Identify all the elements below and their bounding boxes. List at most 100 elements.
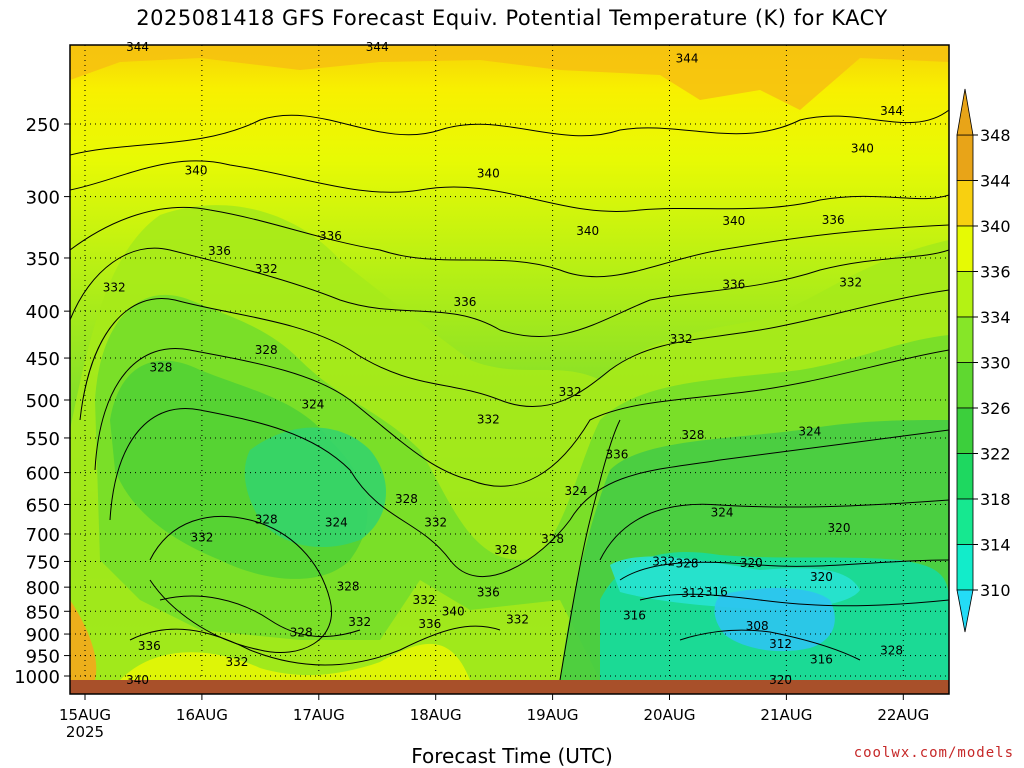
y-tick-label: 250 xyxy=(26,115,60,136)
contour-label: 340 xyxy=(722,214,745,228)
contour-label: 328 xyxy=(880,644,903,658)
colorbar-label: 334 xyxy=(980,308,1011,327)
colorbar: 348 344 340 336 334 330 326 322 318 314 310 xyxy=(956,88,1011,633)
contour-labels: 344 344 344 344 340 340 340 340 340 336 336 336 332 3… xyxy=(103,40,903,687)
contour-label: 336 xyxy=(605,447,628,461)
colorbar-segment xyxy=(956,134,974,181)
contour-label: 312 xyxy=(769,637,792,651)
contour-label: 324 xyxy=(711,505,734,519)
colorbar-segment xyxy=(956,316,974,363)
field-region-9 xyxy=(70,600,97,680)
contour-line-11 xyxy=(679,629,861,661)
field-region-8 xyxy=(714,588,835,652)
contour-label: 320 xyxy=(740,556,763,570)
contour-label: 328 xyxy=(150,361,173,375)
contour-label: 332 xyxy=(190,530,213,544)
x-tick-label: 15AUG xyxy=(59,706,111,724)
contour-label: 332 xyxy=(839,275,862,289)
contour-label: 336 xyxy=(319,229,342,243)
contour-label: 328 xyxy=(255,343,278,357)
contour-label: 336 xyxy=(138,639,161,653)
plot-area xyxy=(70,45,949,680)
contour-label: 344 xyxy=(676,51,699,65)
contour-label: 316 xyxy=(810,652,833,666)
colorbar-segment xyxy=(956,407,974,454)
y-tick-label: 350 xyxy=(26,249,60,270)
colorbar-segment xyxy=(956,271,974,318)
colorbar-segment xyxy=(956,225,974,272)
colorbar-segment xyxy=(956,498,974,545)
contour-label: 336 xyxy=(822,213,845,227)
contour-label: 340 xyxy=(851,142,874,156)
y-tick-label: 450 xyxy=(26,349,60,370)
contour-line-14 xyxy=(559,419,621,680)
contour-label: 328 xyxy=(541,532,564,546)
contour-line-1 xyxy=(70,160,949,212)
y-tick-label: 700 xyxy=(26,525,60,546)
contour-line-3 xyxy=(70,247,949,338)
colorbar-label: 318 xyxy=(980,490,1011,509)
contour-label: 324 xyxy=(325,515,348,529)
contour-label: 332 xyxy=(559,385,582,399)
contour-label: 344 xyxy=(880,104,903,118)
contour-label: 344 xyxy=(126,40,149,54)
y-tick-label: 750 xyxy=(26,552,60,573)
colorbar-arrow-bottom xyxy=(956,589,974,633)
contour-label: 344 xyxy=(366,40,389,54)
contour-label: 332 xyxy=(477,412,500,426)
contour-label: 308 xyxy=(746,619,769,633)
field-region-5 xyxy=(244,427,387,548)
contour-label: 332 xyxy=(413,593,436,607)
contour-line-9 xyxy=(619,559,949,581)
contour-label: 340 xyxy=(185,164,208,178)
y-tick-label: 800 xyxy=(26,578,60,599)
x-tick-label: 19AUG xyxy=(527,706,579,724)
contour-label: 332 xyxy=(424,515,447,529)
contour-label: 320 xyxy=(828,521,851,535)
y-axis: 2503003504004505005506006507007508008509… xyxy=(14,115,70,688)
contour-label: 332 xyxy=(506,613,529,627)
y-tick-label: 500 xyxy=(26,391,60,412)
contour-label: 340 xyxy=(576,224,599,238)
y-tick-label: 400 xyxy=(26,302,60,323)
contour-line-0 xyxy=(70,109,949,156)
contour-label: 332 xyxy=(652,554,675,568)
contour-label: 332 xyxy=(670,332,693,346)
ground-surface xyxy=(70,680,949,694)
contour-label: 332 xyxy=(103,281,126,295)
colorbar-segment xyxy=(956,362,974,409)
contour-label: 336 xyxy=(453,295,476,309)
contour-line-10 xyxy=(639,593,949,607)
contour-line-7 xyxy=(149,515,332,654)
contour-label: 336 xyxy=(208,244,231,258)
y-tick-label: 650 xyxy=(26,495,60,516)
y-tick-label: 550 xyxy=(26,429,60,450)
contour-line-4 xyxy=(79,289,949,421)
colorbar-label: 330 xyxy=(980,354,1011,373)
x-tick-label: 20AUG xyxy=(644,706,696,724)
x-tick-label: 22AUG xyxy=(877,706,929,724)
field-region-10 xyxy=(120,643,470,680)
colorbar-segment xyxy=(956,544,974,591)
colorbar-label: 340 xyxy=(980,217,1011,236)
contour-label: 336 xyxy=(722,277,745,291)
contour-line-8 xyxy=(599,499,949,561)
contour-label: 312 xyxy=(681,586,704,600)
site-credit[interactable]: coolwx.com/models xyxy=(853,745,1014,761)
colorbar-label: 314 xyxy=(980,536,1011,555)
y-tick-label: 850 xyxy=(26,602,60,623)
contour-label: 332 xyxy=(255,262,278,276)
contour-label: 332 xyxy=(226,655,249,669)
x-tick-year: 2025 xyxy=(66,723,104,741)
plot-frame xyxy=(69,44,950,695)
colorbar-label: 336 xyxy=(980,263,1011,282)
colorbar-arrow-top xyxy=(956,88,974,136)
contour-label: 324 xyxy=(565,484,588,498)
grid-lines xyxy=(70,45,949,680)
contour-label: 340 xyxy=(126,673,149,687)
contour-line-13 xyxy=(159,595,361,638)
contour-label: 320 xyxy=(810,570,833,584)
colorbar-label: 310 xyxy=(980,581,1011,600)
y-tick-label: 600 xyxy=(26,464,60,485)
